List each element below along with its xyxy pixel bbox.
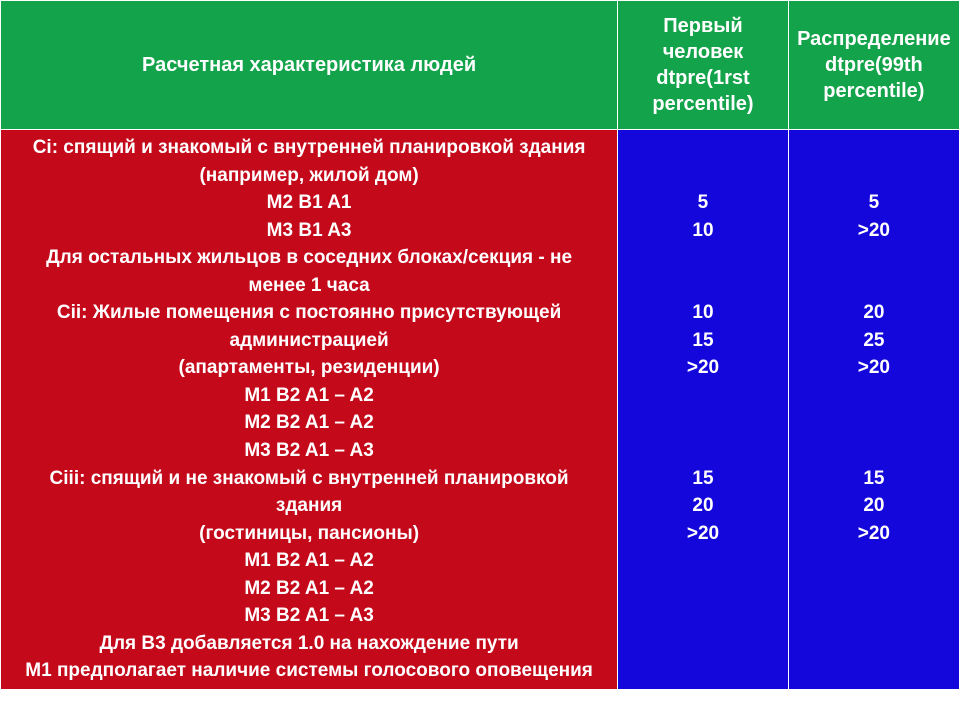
row-line: 20 [795,492,953,520]
row-line: >20 [795,520,953,548]
row-line: (гостиницы, пансионы) [7,520,611,548]
row-line: 15 [624,327,782,355]
row-line [624,244,782,272]
row-line: >20 [624,520,782,548]
row-line: >20 [795,217,953,245]
table-header-row: Расчетная характеристика людей Первый че… [1,1,960,130]
row-line [795,602,953,630]
row-line: >20 [795,354,953,382]
row-line: Для остальных жильцов в соседних блоках/… [7,244,611,272]
row-line [795,630,953,658]
row-line: M1 предполагает наличие системы голосово… [7,657,611,685]
cell-first: 510 1015>20 1520>20 [618,130,789,690]
row-line: 20 [624,492,782,520]
row-line [795,382,953,410]
row-line [795,409,953,437]
row-line: администрацией [7,327,611,355]
row-line [624,272,782,300]
row-line: M2 B2 A1 – A2 [7,575,611,603]
row-line: Cii: Жилые помещения с постоянно присутс… [7,299,611,327]
header-first: Первый человек dtpre(1rst percentile) [618,1,789,130]
characteristics-table: Расчетная характеристика людей Первый че… [0,0,960,690]
row-line: здания [7,492,611,520]
row-line [624,437,782,465]
row-line: M1 B2 A1 – A2 [7,547,611,575]
row-line [624,409,782,437]
row-line [795,134,953,162]
cell-dist: 5>20 2025>20 1520>20 [788,130,959,690]
row-line [624,657,782,685]
row-line: M1 B2 A1 – A2 [7,382,611,410]
row-line: Ciii: спящий и не знакомый с внутренней … [7,465,611,493]
cell-desc: Ci: спящий и знакомый с внутренней плани… [1,130,618,690]
row-line: Для B3 добавляется 1.0 на нахождение пут… [7,630,611,658]
row-line [624,382,782,410]
row-line [624,575,782,603]
row-line: M3 B2 A1 – A3 [7,437,611,465]
row-line: менее 1 часа [7,272,611,300]
table-row: Ci: спящий и знакомый с внутренней плани… [1,130,960,690]
row-line: 15 [624,465,782,493]
row-line: M2 B2 A1 – A2 [7,409,611,437]
row-line: (например, жилой дом) [7,162,611,190]
row-line [624,602,782,630]
row-line: M3 B1 A3 [7,217,611,245]
row-line [795,244,953,272]
row-line: 15 [795,465,953,493]
row-line [795,575,953,603]
row-line [795,272,953,300]
row-line [795,437,953,465]
row-line: 10 [624,217,782,245]
row-line: 10 [624,299,782,327]
row-line: Ci: спящий и знакомый с внутренней плани… [7,134,611,162]
row-line: >20 [624,354,782,382]
row-line [795,657,953,685]
header-desc: Расчетная характеристика людей [1,1,618,130]
row-line: M3 B2 A1 – A3 [7,602,611,630]
row-line: 20 [795,299,953,327]
row-line: 5 [795,189,953,217]
row-line: M2 B1 A1 [7,189,611,217]
row-line: 25 [795,327,953,355]
row-line [795,547,953,575]
characteristics-table-container: Расчетная характеристика людей Первый че… [0,0,960,690]
row-line: 5 [624,189,782,217]
row-line: (апартаменты, резиденции) [7,354,611,382]
header-dist: Распределение dtpre(99th percentile) [788,1,959,130]
row-line [624,162,782,190]
row-line [795,162,953,190]
row-line [624,630,782,658]
row-line [624,547,782,575]
row-line [624,134,782,162]
